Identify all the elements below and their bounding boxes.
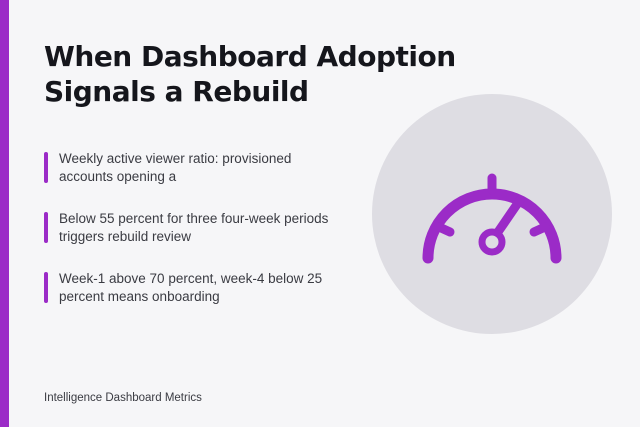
- slide-title: When Dashboard Adoption Signals a Rebuil…: [44, 40, 456, 108]
- gauge-illustration-circle: [372, 94, 612, 334]
- bullet-text: Weekly active viewer ratio: provisioned …: [59, 151, 292, 184]
- bullet-marker: [44, 272, 48, 303]
- bullet-marker: [44, 212, 48, 243]
- bullet-marker: [44, 152, 48, 183]
- footer-label: Intelligence Dashboard Metrics: [44, 392, 202, 404]
- accent-bar: [0, 0, 9, 427]
- bullet-item: Weekly active viewer ratio: provisioned …: [44, 150, 334, 188]
- speedometer-icon: [422, 173, 562, 264]
- bullet-text: Week-1 above 70 percent, week-4 below 25…: [59, 271, 323, 304]
- bullet-item: Below 55 percent for three four-week per…: [44, 210, 334, 248]
- bullet-item: Week-1 above 70 percent, week-4 below 25…: [44, 270, 334, 308]
- bullet-list: Weekly active viewer ratio: provisioned …: [44, 150, 334, 330]
- bullet-text: Below 55 percent for three four-week per…: [59, 211, 329, 244]
